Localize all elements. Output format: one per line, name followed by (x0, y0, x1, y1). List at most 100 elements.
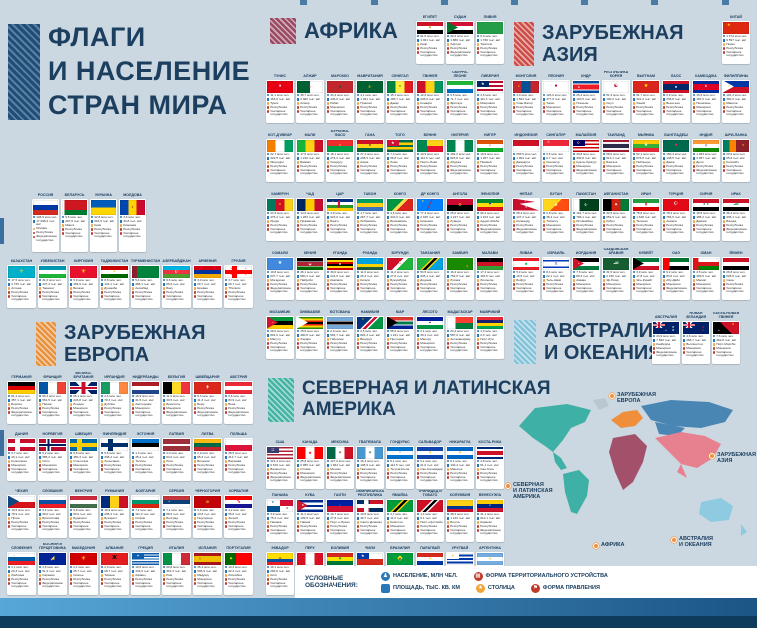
stat-value: Ташкент (42, 285, 55, 290)
country-name: ДОМИНИКАНСКАЯ РЕСПУБЛИКА (356, 490, 384, 498)
country-flag: الله (603, 257, 629, 270)
stat-value: 19,9 млн чел. (480, 152, 500, 156)
country-stat-line: Унитарное государство (387, 345, 413, 353)
country-cell: АНГОЛА ⚙ 25,0 млн чел. 1 247 тыс. км² Луанда… (446, 189, 474, 241)
government-icon (225, 291, 228, 294)
top-mark (441, 0, 448, 5)
flag-emblem: ☪ (174, 268, 179, 274)
country-stat-line: Монархия (573, 282, 599, 286)
country-cell: СЕНЕГАЛ ★ 15,1 млн чел. 196,7 тыс. км² Дакар… (386, 71, 414, 123)
country-cell: КНДР ● ★ 25,2 млн чел. 120,5 тыс. км² Пхеньян… (572, 71, 600, 123)
country-stat-line: Унитарное государство (225, 524, 252, 532)
country-stats: 0,6 млн чел. 13,8 тыс. км² Подгорица Респуб… (193, 508, 222, 533)
country-stat-line: Монархия (387, 524, 413, 528)
area-icon (297, 517, 300, 520)
country-card: ▲ 2,1 млн чел. 30,4 тыс. км² Масеру Монархия… (416, 315, 444, 359)
country-stat-line: Республика (39, 577, 66, 581)
country-stat-line: Республика (101, 577, 128, 581)
country-card: ● ☪ 11,1 млн чел. 163,6 тыс. км² Тунис Респуб… (266, 79, 294, 123)
territory-icon (447, 51, 450, 54)
government-icon (357, 165, 360, 168)
country-name: ТУНИС (273, 74, 287, 79)
country-stat-line: Республика (633, 164, 659, 168)
stat-value: Унитарное государство (516, 286, 534, 294)
section-title-line: И ОКЕАНИЯ (544, 342, 663, 364)
area-icon (70, 283, 73, 286)
country-stat-line: 268,7 тыс. км² (683, 338, 709, 342)
stat-value: Монархия (686, 345, 701, 350)
country-flag (477, 316, 503, 329)
country-stat-line: Уагадугу (327, 160, 353, 164)
stat-value: Анкара (666, 218, 677, 223)
country-stats: 34,4 млн чел. 446,6 тыс. км² Рабат Монархия… (326, 93, 354, 118)
stat-value: 65,1 млн чел. (73, 394, 93, 398)
stat-value: Ямусукро (270, 159, 284, 164)
area-icon (132, 399, 135, 402)
stat-value: 148,5 тыс. км² (666, 155, 687, 160)
country-card: 2,9 млн чел. 65,3 тыс. км² Вильнюс Республи… (193, 437, 222, 481)
section-title: СЕВЕРНАЯ И ЛАТИНСКАЯ АМЕРИКА (302, 378, 551, 420)
country-name: КАЗАХСТАН (10, 259, 33, 264)
country-stats: 10,5 млн чел. 78,9 тыс. км² Прага Республик… (7, 508, 36, 533)
country-stat-line: Республика (33, 230, 58, 234)
country-flag: ● ★ (387, 257, 413, 270)
stat-value: Астана (11, 285, 22, 290)
country-stat-line: Унитарное государство (132, 294, 159, 302)
government-icon (723, 165, 726, 168)
country-stat-line: Пекин (723, 42, 749, 46)
country-stat-line: 65,6 тыс. км² (723, 156, 749, 160)
country-card: 3,9 млн чел. 17,8 тыс. км² Эль-Кувейт Монар… (632, 256, 660, 300)
territory-icon (267, 582, 270, 585)
country-stat-line: Монархия (653, 345, 679, 350)
country-stat-line: 7,6 млн чел. (713, 334, 739, 338)
stat-value: Республика (450, 45, 467, 50)
stat-value: Канберра (656, 341, 671, 346)
country-stats: 31,5 млн чел. 2 150 тыс. км² Эр-Рияд Монарх… (602, 270, 630, 295)
stat-value: Республика (300, 104, 317, 109)
country-stat-line: 31,5 млн чел. (603, 270, 629, 274)
country-stat-line: Унитарное государство (477, 50, 503, 58)
country-stat-line: 1 283 млн чел. (693, 152, 719, 156)
map-label-line: ЕВРОПА (617, 398, 641, 404)
stat-value: Республика (330, 163, 347, 168)
country-card: ☪ 39,7 млн чел. 2 382 тыс. км² Алжир Республ… (296, 79, 324, 123)
country-flag: ★ (120, 199, 145, 215)
country-stats: 3,0 млн чел. 29,7 тыс. км² Ереван Республик… (193, 278, 222, 303)
stat-value: 9 597 тыс. км² (726, 37, 747, 42)
country-stats: 7,3 млн чел. 56,8 тыс. км² Ломе Республика У… (386, 152, 414, 177)
country-stat-line: 652,9 тыс. км² (603, 215, 629, 219)
country-name: НЕПАЛ (519, 192, 533, 197)
country-stats: 11,4 млн чел. 109,9 тыс. км² Гавана Республ… (296, 512, 324, 537)
stat-value: 12,6 млн чел. (420, 93, 440, 97)
stat-value: Кингстон (390, 519, 403, 524)
country-stat-line: Унитарное государство (357, 345, 383, 353)
stat-value: Унитарное государство (390, 168, 408, 176)
area-icon (663, 98, 666, 101)
territory-icon (70, 582, 73, 585)
country-stat-line: 1 284 тыс. км² (297, 215, 323, 219)
government-icon (39, 464, 42, 467)
country-stat-line: Найроби (297, 278, 323, 282)
stat-value: 38,4 тыс. км² (546, 214, 565, 219)
stat-value: Монархия (656, 345, 671, 350)
grid-spacer (632, 12, 660, 64)
country-stats: 19,9 млн чел. 238,4 тыс. км² Бухарест Респу… (100, 508, 129, 533)
stat-value: 5,4 млн чел. (135, 278, 153, 282)
area-icon (8, 283, 11, 286)
territory-icon (387, 346, 390, 349)
area-icon (267, 570, 270, 573)
government-icon (225, 407, 228, 410)
territory-icon (513, 169, 516, 172)
stat-value: 1 374 млн чел. (726, 34, 748, 38)
country-stat-line: Виндхук (357, 337, 383, 341)
country-card: ♜ 15,6 млн чел. 181,0 тыс. км² Пномпень Мона… (692, 79, 720, 123)
stat-value: Федеративное государство (726, 227, 748, 235)
flag-emblem: ◉ (428, 556, 432, 560)
stat-value: Тель-Авив (546, 277, 562, 282)
capital-icon (163, 403, 166, 406)
population-icon (357, 330, 360, 333)
country-stat-line: Унитарное государство (723, 50, 749, 58)
government-icon (132, 578, 135, 581)
stat-value: 10,5 млн чел. (360, 512, 380, 516)
country-stat-line: Унитарное государство (327, 286, 353, 294)
